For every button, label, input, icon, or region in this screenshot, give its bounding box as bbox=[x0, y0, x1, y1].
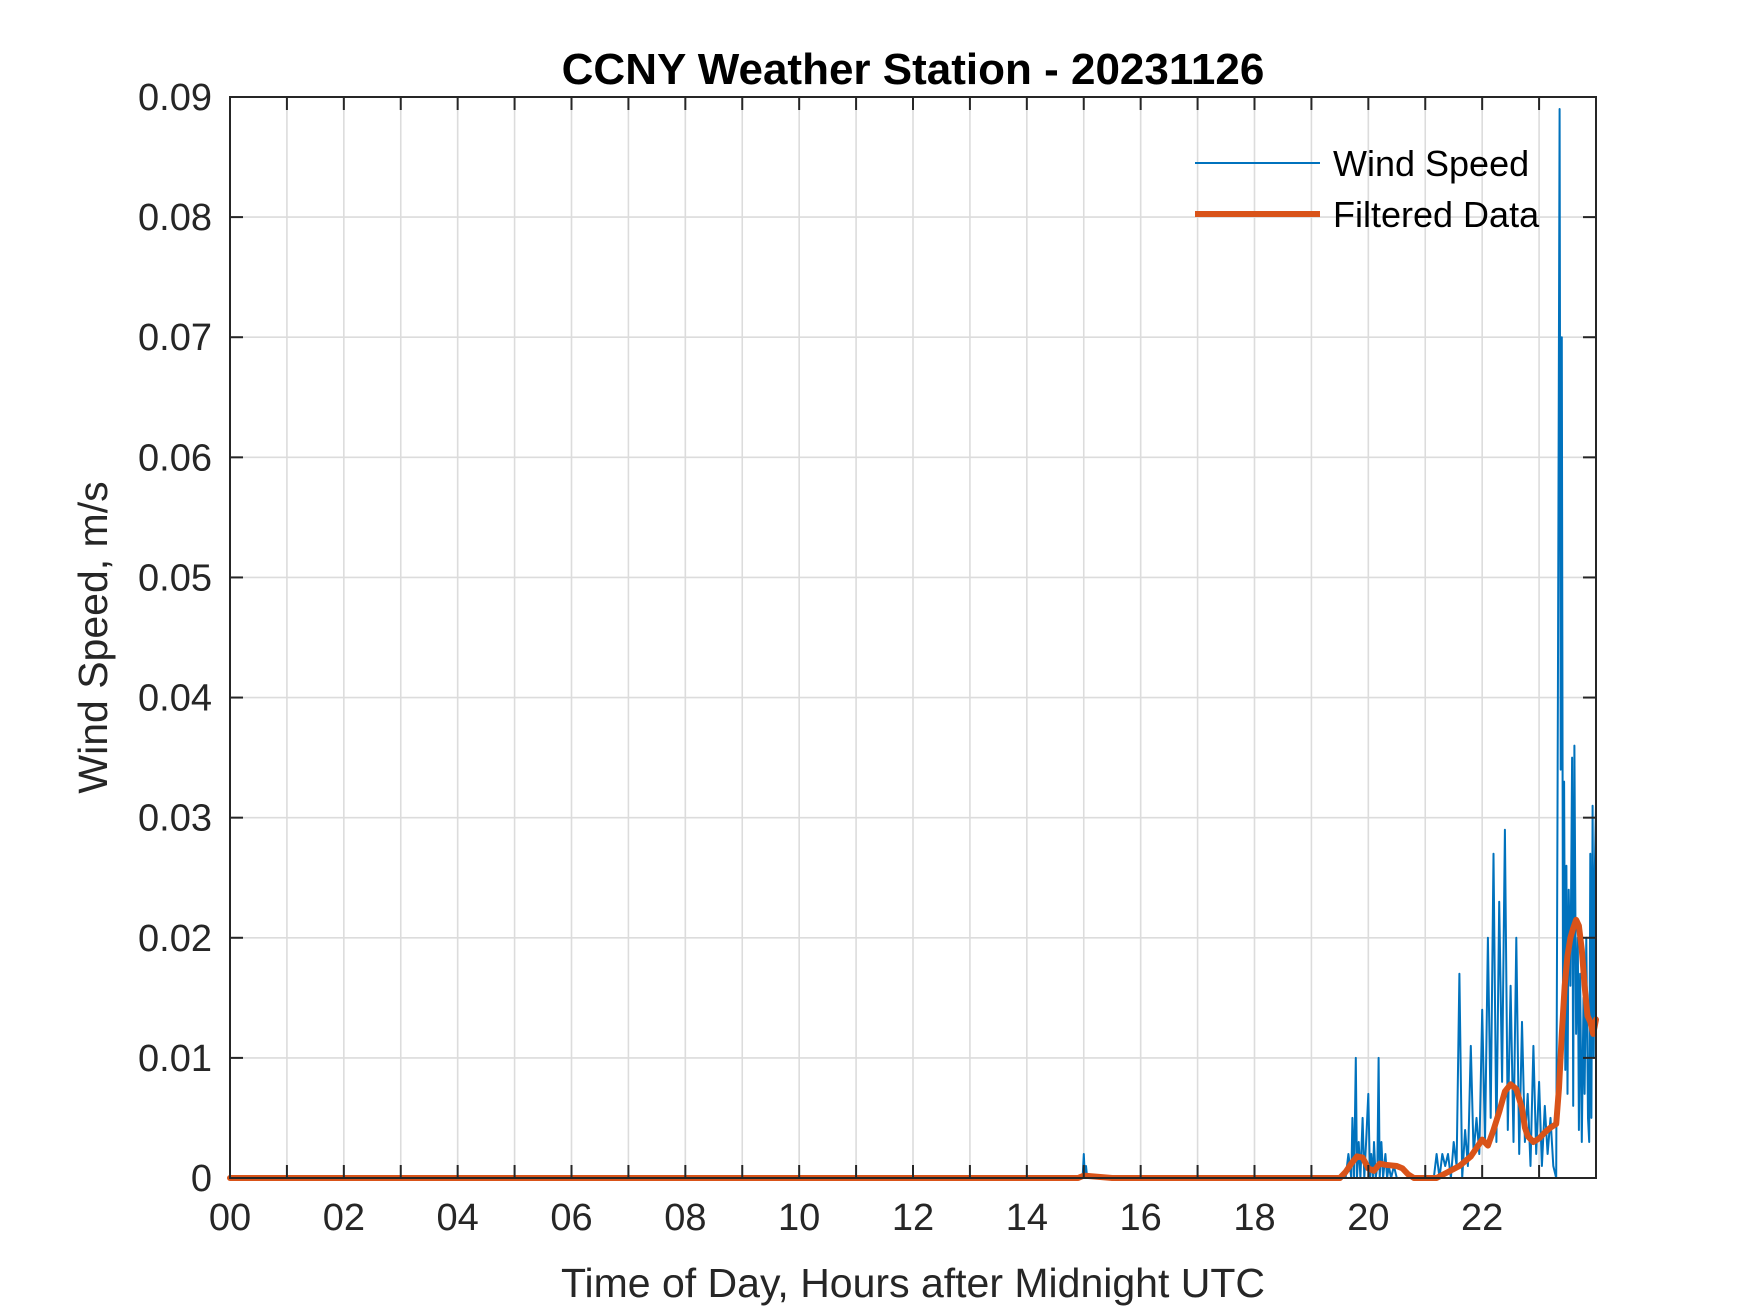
y-axis-label: Wind Speed, m/s bbox=[70, 481, 116, 793]
x-tick-label: 16 bbox=[1120, 1197, 1162, 1239]
x-tick-label: 12 bbox=[892, 1197, 934, 1239]
legend-label-filtered-data: Filtered Data bbox=[1333, 194, 1540, 235]
series-line-filtered-data bbox=[227, 916, 1599, 1181]
tick-marks bbox=[229, 96, 1597, 1179]
x-tick-label: 22 bbox=[1461, 1197, 1503, 1239]
x-tick-label: 20 bbox=[1347, 1197, 1389, 1239]
x-tick-labels: 00 02 04 06 08 10 12 14 16 18 20 22 bbox=[209, 1197, 1503, 1239]
y-tick-label: 0.05 bbox=[138, 557, 212, 599]
x-tick-label: 18 bbox=[1233, 1197, 1275, 1239]
y-tick-label: 0.09 bbox=[138, 77, 212, 119]
x-tick-label: 04 bbox=[437, 1197, 479, 1239]
y-tick-labels: 0 0.01 0.02 0.03 0.04 0.05 0.06 0.07 0.08 0.09 bbox=[138, 77, 212, 1200]
series-layer bbox=[227, 108, 1599, 1181]
x-tick-label: 06 bbox=[550, 1197, 592, 1239]
y-tick-label: 0.07 bbox=[138, 317, 212, 359]
legend-label-wind-speed: Wind Speed bbox=[1333, 143, 1529, 184]
y-tick-label: 0.01 bbox=[138, 1038, 212, 1080]
legend: Wind Speed Filtered Data bbox=[1195, 143, 1540, 235]
x-tick-label: 00 bbox=[209, 1197, 251, 1239]
y-tick-label: 0.03 bbox=[138, 798, 212, 840]
x-tick-label: 02 bbox=[323, 1197, 365, 1239]
y-tick-label: 0.06 bbox=[138, 437, 212, 479]
x-tick-label: 10 bbox=[778, 1197, 820, 1239]
y-tick-label: 0.08 bbox=[138, 197, 212, 239]
chart-title: CCNY Weather Station - 20231126 bbox=[562, 45, 1265, 94]
y-tick-label: 0 bbox=[191, 1158, 212, 1200]
x-tick-label: 08 bbox=[664, 1197, 706, 1239]
y-tick-label: 0.02 bbox=[138, 918, 212, 960]
x-tick-label: 14 bbox=[1006, 1197, 1048, 1239]
grid-lines bbox=[230, 97, 1596, 1178]
y-tick-label: 0.04 bbox=[138, 678, 212, 720]
x-axis-label: Time of Day, Hours after Midnight UTC bbox=[561, 1260, 1265, 1306]
